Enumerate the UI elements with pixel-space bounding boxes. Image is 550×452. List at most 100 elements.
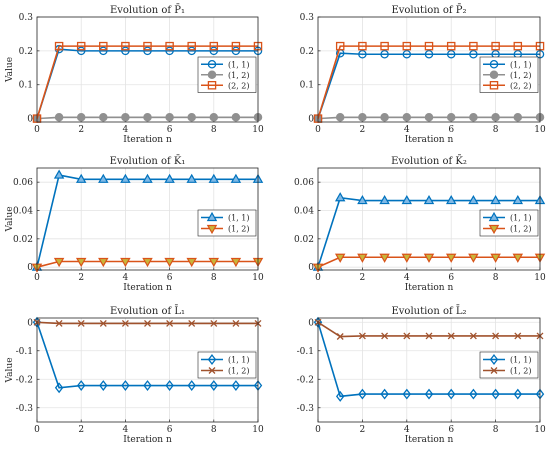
- data-point-marker: [358, 332, 366, 340]
- data-point-marker: [99, 113, 108, 122]
- data-point-marker: [380, 41, 389, 51]
- x-tick-label: 4: [404, 425, 410, 435]
- data-point-marker: [469, 332, 477, 340]
- data-point-marker: [335, 113, 345, 122]
- x-tick-label: 0: [34, 125, 40, 135]
- legend-box: [479, 56, 539, 93]
- chart-title: Evolution of L̄₁: [110, 305, 185, 317]
- data-point-marker: [98, 257, 109, 268]
- data-point-marker: [76, 380, 86, 391]
- legend-box: [197, 351, 257, 379]
- data-point-marker: [424, 50, 434, 59]
- y-tick-label: 0: [308, 263, 314, 273]
- data-point-marker: [513, 113, 523, 122]
- legend-marker: [206, 224, 218, 235]
- data-point-marker: [358, 41, 367, 51]
- data-point-marker: [99, 319, 107, 327]
- x-tick-label: 0: [315, 125, 321, 135]
- y-tick-label: 0.3: [19, 13, 34, 23]
- data-point-marker: [512, 253, 524, 263]
- legend: (1, 1) (1, 2): [479, 351, 539, 379]
- data-point-marker: [209, 113, 219, 122]
- x-axis-label: Iteration n: [405, 283, 454, 293]
- data-point-marker: [54, 41, 64, 51]
- data-point-marker: [188, 319, 196, 327]
- data-point-marker: [187, 46, 196, 56]
- x-tick-label: 2: [360, 125, 366, 135]
- data-point-marker: [165, 113, 174, 122]
- y-tick-label: 0.06: [13, 178, 33, 188]
- legend-marker: [490, 367, 498, 374]
- data-point-marker: [468, 253, 479, 263]
- data-point-marker: [54, 113, 64, 122]
- data-point-marker: [143, 46, 152, 56]
- data-point-marker: [230, 257, 242, 268]
- legend-marker: [489, 70, 499, 80]
- legend-box: [479, 351, 539, 379]
- data-point-marker: [143, 380, 152, 391]
- legend-marker: [489, 60, 499, 69]
- legend-label: (1, 2): [228, 71, 250, 80]
- y-tick-label: 0.04: [13, 207, 33, 217]
- data-point-marker: [336, 333, 344, 340]
- x-tick-label: 4: [123, 425, 129, 435]
- data-point-marker: [402, 113, 412, 122]
- data-point-marker: [379, 253, 390, 263]
- x-tick-label: 0: [315, 273, 321, 283]
- data-point-marker: [492, 332, 500, 340]
- x-tick-label: 6: [167, 425, 173, 435]
- data-point-marker: [402, 50, 412, 59]
- data-point-marker: [468, 194, 479, 205]
- x-tick-label: 6: [167, 273, 173, 283]
- chart-panel-1: 0 2 4 6 8 10 0 0.1 0.2 0.3 Evolution of P̄₁ Iterati…: [5, 4, 264, 145]
- legend-marker: [207, 354, 217, 365]
- axes-box: [317, 317, 541, 423]
- data-point-marker: [334, 192, 346, 202]
- data-point-marker: [76, 46, 86, 56]
- x-tick-label: 4: [404, 125, 410, 135]
- y-tick-label: 0.04: [294, 207, 314, 217]
- legend-label: (1, 1): [228, 60, 250, 69]
- data-point-marker: [446, 388, 456, 400]
- chart-title: Evolution of L̄₂: [391, 305, 466, 317]
- x-tick-label: 8: [493, 273, 499, 283]
- data-point-marker: [165, 41, 174, 51]
- data-point-marker: [121, 380, 130, 391]
- series-line-1: [36, 48, 258, 119]
- axes-box: [36, 317, 259, 423]
- legend-label: (1, 2): [228, 225, 250, 234]
- data-point-marker: [121, 41, 130, 51]
- data-point-marker: [55, 319, 63, 327]
- data-point-marker: [187, 113, 196, 122]
- data-point-marker: [490, 253, 501, 263]
- y-tick-label: 0.02: [13, 235, 33, 245]
- x-tick-label: 2: [360, 273, 366, 283]
- y-axis-label: Value: [5, 357, 15, 383]
- axes-box: [317, 167, 541, 271]
- data-point-marker: [381, 332, 389, 340]
- data-point-marker: [469, 41, 478, 51]
- data-point-marker: [210, 319, 218, 327]
- data-point-marker: [99, 380, 108, 391]
- data-point-marker: [144, 319, 151, 327]
- chart-title: Evolution of K̄₂: [391, 155, 467, 167]
- x-tick-label: 8: [493, 125, 499, 135]
- x-tick-label: 10: [534, 425, 546, 435]
- data-point-marker: [76, 113, 86, 122]
- x-tick-label: 2: [78, 273, 84, 283]
- x-tick-label: 4: [404, 273, 410, 283]
- data-point-marker: [121, 319, 129, 327]
- legend-marker: [206, 211, 218, 222]
- x-tick-label: 2: [78, 425, 84, 435]
- data-point-marker: [165, 46, 174, 56]
- data-point-marker: [187, 380, 196, 391]
- x-tick-label: 8: [211, 425, 217, 435]
- data-point-marker: [490, 194, 501, 205]
- data-point-marker: [335, 390, 345, 402]
- data-point-marker: [403, 332, 411, 340]
- legend-label: (1, 2): [510, 225, 532, 234]
- legend-label: (2, 2): [228, 81, 250, 90]
- data-point-marker: [164, 257, 175, 268]
- legend-box: [479, 209, 539, 237]
- x-tick-label: 8: [211, 273, 217, 283]
